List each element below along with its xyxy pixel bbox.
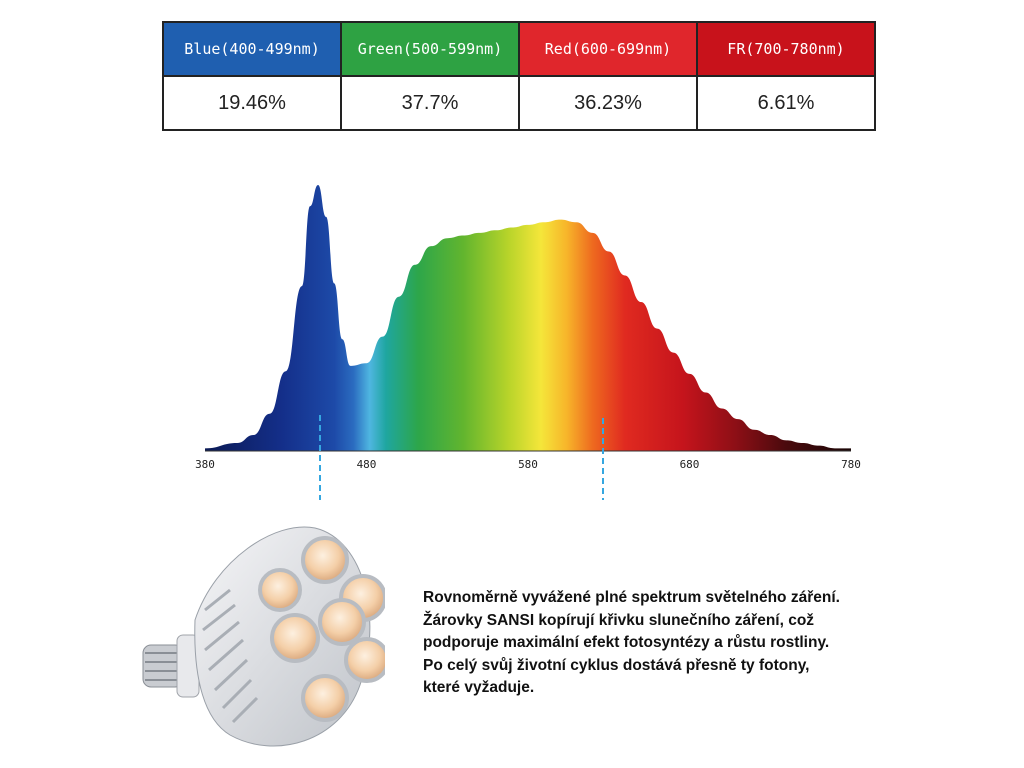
description-line: Žárovky SANSI kopírují křivku slunečního… [423, 611, 815, 629]
bulb-base [142, 634, 200, 698]
x-tick-label: 680 [680, 458, 700, 471]
description-line: Rovnoměrně vyvážené plné spektrum světel… [423, 589, 840, 606]
x-tick-label: 480 [357, 458, 377, 471]
description-line: Po celý svůj životní cyklus dostává přes… [423, 656, 810, 674]
description-line: podporuje maximální efekt fotosyntézy a … [423, 634, 830, 652]
x-tick-label: 780 [841, 458, 861, 471]
spectrum-area [205, 185, 851, 451]
x-axis-ticks: 380 480 580 680 780 [195, 458, 861, 471]
band-value-blue: 19.46% [162, 75, 342, 131]
band-value-far-red: 6.61% [696, 75, 876, 131]
band-value-row: 19.46% 37.7% 36.23% 6.61% [162, 75, 876, 131]
band-header-blue: Blue(400-499nm) [162, 21, 342, 77]
spectrum-chart: 380 480 580 680 780 [195, 185, 861, 500]
led-array [258, 536, 385, 722]
x-tick-label: 380 [195, 458, 215, 471]
band-value-red: 36.23% [518, 75, 698, 131]
x-tick-label: 580 [518, 458, 538, 471]
band-header-red: Red(600-699nm) [518, 21, 698, 77]
band-header-row: Blue(400-499nm) Green(500-599nm) Red(600… [162, 21, 876, 77]
band-header-green: Green(500-599nm) [340, 21, 520, 77]
band-header-far-red: FR(700-780nm) [696, 21, 876, 77]
product-description: Rovnoměrně vyvážené plné spektrum světel… [423, 587, 893, 700]
band-value-green: 37.7% [340, 75, 520, 131]
led-grow-bulb-icon [142, 526, 385, 747]
description-line: které vyžaduje. [423, 679, 535, 697]
spectrum-band-table: Blue(400-499nm) Green(500-599nm) Red(600… [162, 21, 876, 131]
bracket-connector [319, 415, 604, 500]
